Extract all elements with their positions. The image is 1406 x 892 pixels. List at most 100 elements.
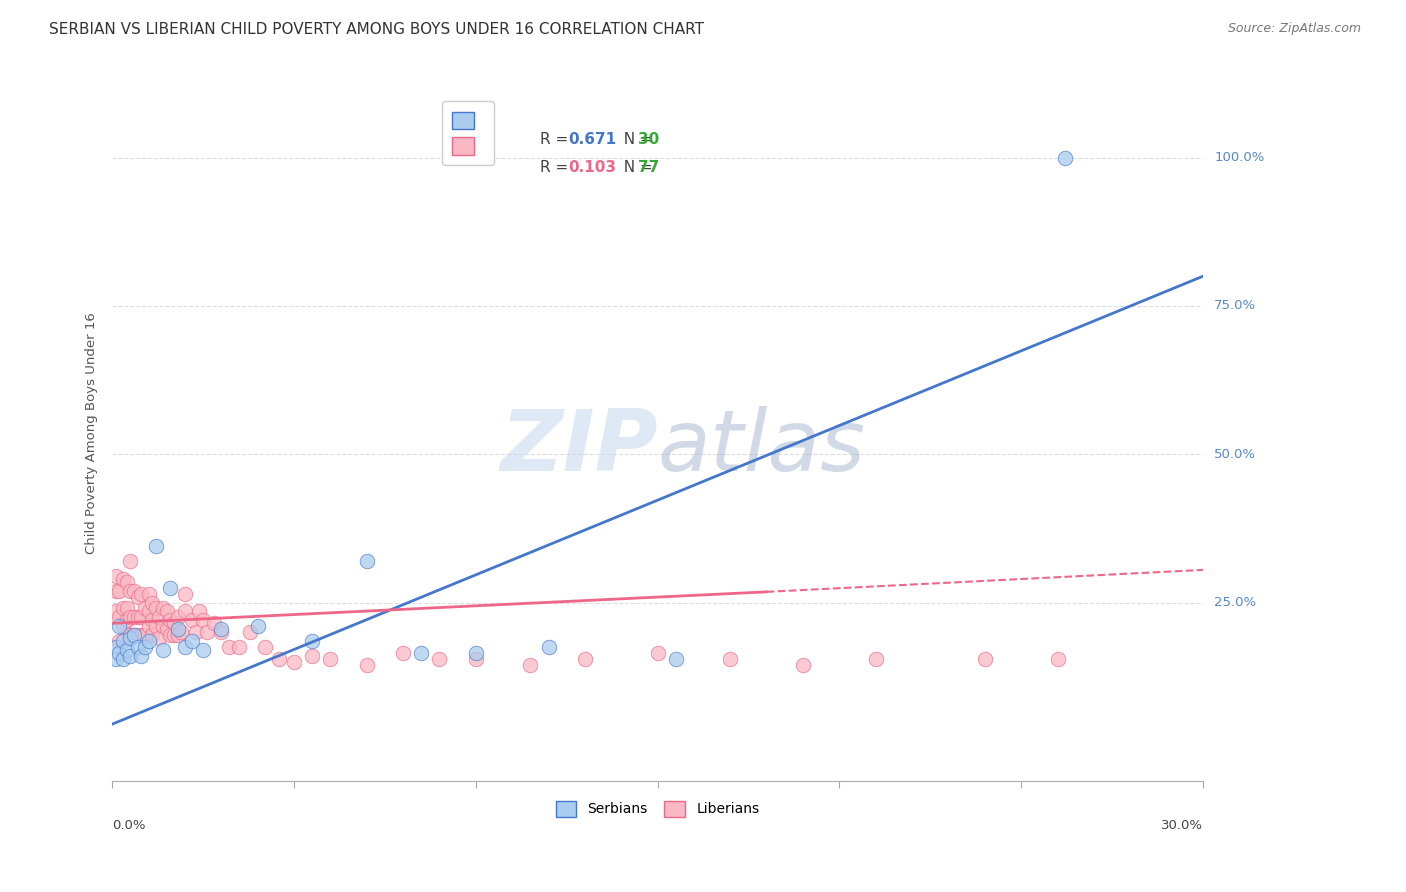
Text: 100.0%: 100.0%: [1215, 151, 1264, 164]
Point: [145, 619, 167, 633]
Point: [138, 604, 160, 618]
Point: [129, 648, 152, 663]
Y-axis label: Child Poverty Among Boys Under 16: Child Poverty Among Boys Under 16: [86, 312, 98, 554]
Point: [218, 640, 240, 654]
Point: [411, 646, 433, 660]
Point: [145, 601, 167, 615]
Point: [122, 628, 145, 642]
Point: [138, 619, 160, 633]
Point: [464, 652, 486, 666]
Point: [865, 652, 887, 666]
Text: 25.0%: 25.0%: [1215, 596, 1256, 609]
Point: [120, 583, 142, 598]
Point: [104, 569, 127, 583]
Point: [170, 625, 193, 640]
Text: 77: 77: [638, 161, 659, 176]
Point: [159, 613, 181, 627]
Point: [973, 652, 995, 666]
Legend: Serbians, Liberians: Serbians, Liberians: [550, 795, 765, 822]
Text: atlas: atlas: [658, 406, 866, 489]
Point: [159, 628, 181, 642]
Point: [134, 628, 156, 642]
Point: [174, 604, 197, 618]
Point: [108, 610, 131, 624]
Point: [519, 657, 541, 672]
Point: [209, 625, 232, 640]
Point: [127, 628, 149, 642]
Point: [129, 586, 152, 600]
Point: [159, 581, 181, 595]
Point: [356, 657, 378, 672]
Text: 0.0%: 0.0%: [112, 820, 146, 832]
Point: [138, 586, 160, 600]
Point: [115, 574, 138, 589]
Point: [537, 640, 560, 654]
Point: [148, 631, 170, 645]
Point: [429, 652, 451, 666]
Point: [792, 657, 814, 672]
Point: [115, 613, 138, 627]
Point: [1053, 151, 1076, 165]
Point: [120, 554, 142, 568]
Point: [246, 619, 269, 633]
Point: [129, 610, 152, 624]
Point: [574, 652, 596, 666]
Point: [148, 610, 170, 624]
Point: [141, 613, 163, 627]
Point: [718, 652, 741, 666]
Point: [112, 572, 135, 586]
Text: N =: N =: [614, 132, 658, 147]
Point: [464, 646, 486, 660]
Point: [112, 652, 135, 666]
Point: [181, 634, 204, 648]
Point: [127, 590, 149, 604]
Point: [127, 640, 149, 654]
Point: [120, 648, 142, 663]
Point: [174, 640, 197, 654]
Point: [152, 601, 174, 615]
Point: [191, 643, 214, 657]
Text: 75.0%: 75.0%: [1215, 300, 1256, 312]
Point: [283, 655, 305, 669]
Text: Source: ZipAtlas.com: Source: ZipAtlas.com: [1227, 22, 1361, 36]
Point: [104, 652, 127, 666]
Point: [188, 604, 211, 618]
Point: [104, 604, 127, 618]
Point: [127, 610, 149, 624]
Point: [120, 610, 142, 624]
Text: N =: N =: [614, 161, 658, 176]
Point: [112, 619, 135, 633]
Point: [253, 640, 276, 654]
Point: [145, 539, 167, 553]
Point: [301, 634, 323, 648]
Point: [120, 628, 142, 642]
Point: [112, 601, 135, 615]
Point: [209, 622, 232, 636]
Text: 30: 30: [638, 132, 659, 147]
Point: [239, 625, 262, 640]
Point: [156, 622, 179, 636]
Point: [181, 613, 204, 627]
Point: [163, 628, 186, 642]
Point: [301, 648, 323, 663]
Point: [647, 646, 669, 660]
Point: [104, 583, 127, 598]
Text: SERBIAN VS LIBERIAN CHILD POVERTY AMONG BOYS UNDER 16 CORRELATION CHART: SERBIAN VS LIBERIAN CHILD POVERTY AMONG …: [49, 22, 704, 37]
Point: [108, 646, 131, 660]
Text: ZIP: ZIP: [501, 406, 658, 489]
Point: [108, 619, 131, 633]
Text: 30.0%: 30.0%: [1161, 820, 1204, 832]
Point: [115, 601, 138, 615]
Point: [104, 640, 127, 654]
Point: [152, 619, 174, 633]
Point: [141, 628, 163, 642]
Point: [191, 613, 214, 627]
Text: 50.0%: 50.0%: [1215, 448, 1256, 460]
Point: [138, 634, 160, 648]
Point: [356, 554, 378, 568]
Point: [166, 622, 188, 636]
Point: [166, 610, 188, 624]
Text: R =: R =: [540, 161, 574, 176]
Point: [319, 652, 342, 666]
Text: 0.103: 0.103: [568, 161, 616, 176]
